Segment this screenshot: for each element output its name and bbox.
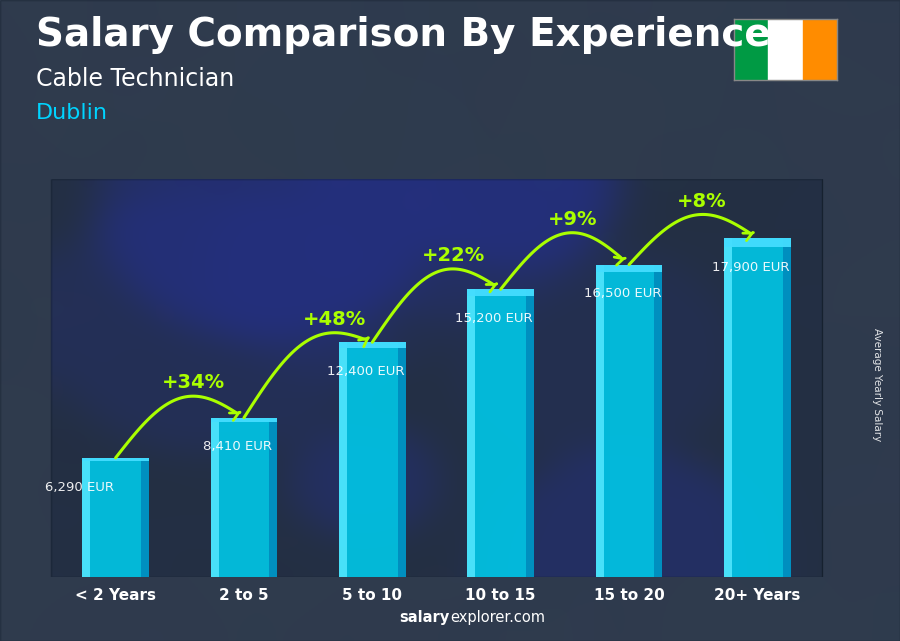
Text: +9%: +9% xyxy=(547,210,597,229)
Bar xyxy=(596,265,662,272)
Bar xyxy=(526,289,534,577)
Bar xyxy=(398,342,406,577)
Text: +22%: +22% xyxy=(422,246,485,265)
Bar xyxy=(803,19,837,80)
Text: +34%: +34% xyxy=(162,374,225,392)
Bar xyxy=(82,458,149,577)
Bar xyxy=(141,458,149,577)
Text: Dublin: Dublin xyxy=(36,103,108,122)
Bar xyxy=(339,342,406,348)
Bar xyxy=(82,458,149,461)
Text: 12,400 EUR: 12,400 EUR xyxy=(328,365,405,378)
Bar xyxy=(654,265,662,577)
Bar xyxy=(269,418,277,577)
Text: +48%: +48% xyxy=(303,310,366,329)
Bar xyxy=(211,418,277,577)
Bar xyxy=(724,238,791,247)
Bar xyxy=(724,238,791,577)
Text: explorer.com: explorer.com xyxy=(450,610,545,625)
Bar xyxy=(734,19,768,80)
Bar xyxy=(467,289,534,577)
Text: 6,290 EUR: 6,290 EUR xyxy=(45,481,114,494)
Bar xyxy=(768,19,803,80)
Bar xyxy=(211,418,219,577)
Text: +8%: +8% xyxy=(678,192,727,211)
Bar xyxy=(211,418,277,422)
Bar xyxy=(467,289,475,577)
Bar xyxy=(783,238,791,577)
Text: Salary Comparison By Experience: Salary Comparison By Experience xyxy=(36,16,770,54)
Bar xyxy=(596,265,662,577)
Text: 15,200 EUR: 15,200 EUR xyxy=(455,312,533,325)
Text: salary: salary xyxy=(400,610,450,625)
Bar xyxy=(82,458,90,577)
Text: 16,500 EUR: 16,500 EUR xyxy=(584,287,662,301)
Bar xyxy=(467,289,534,296)
Bar xyxy=(724,238,732,577)
Text: Average Yearly Salary: Average Yearly Salary xyxy=(872,328,883,441)
Bar xyxy=(339,342,347,577)
Text: 17,900 EUR: 17,900 EUR xyxy=(712,261,789,274)
Text: Cable Technician: Cable Technician xyxy=(36,67,234,91)
Bar xyxy=(596,265,604,577)
Text: 8,410 EUR: 8,410 EUR xyxy=(203,440,272,453)
Bar xyxy=(339,342,406,577)
